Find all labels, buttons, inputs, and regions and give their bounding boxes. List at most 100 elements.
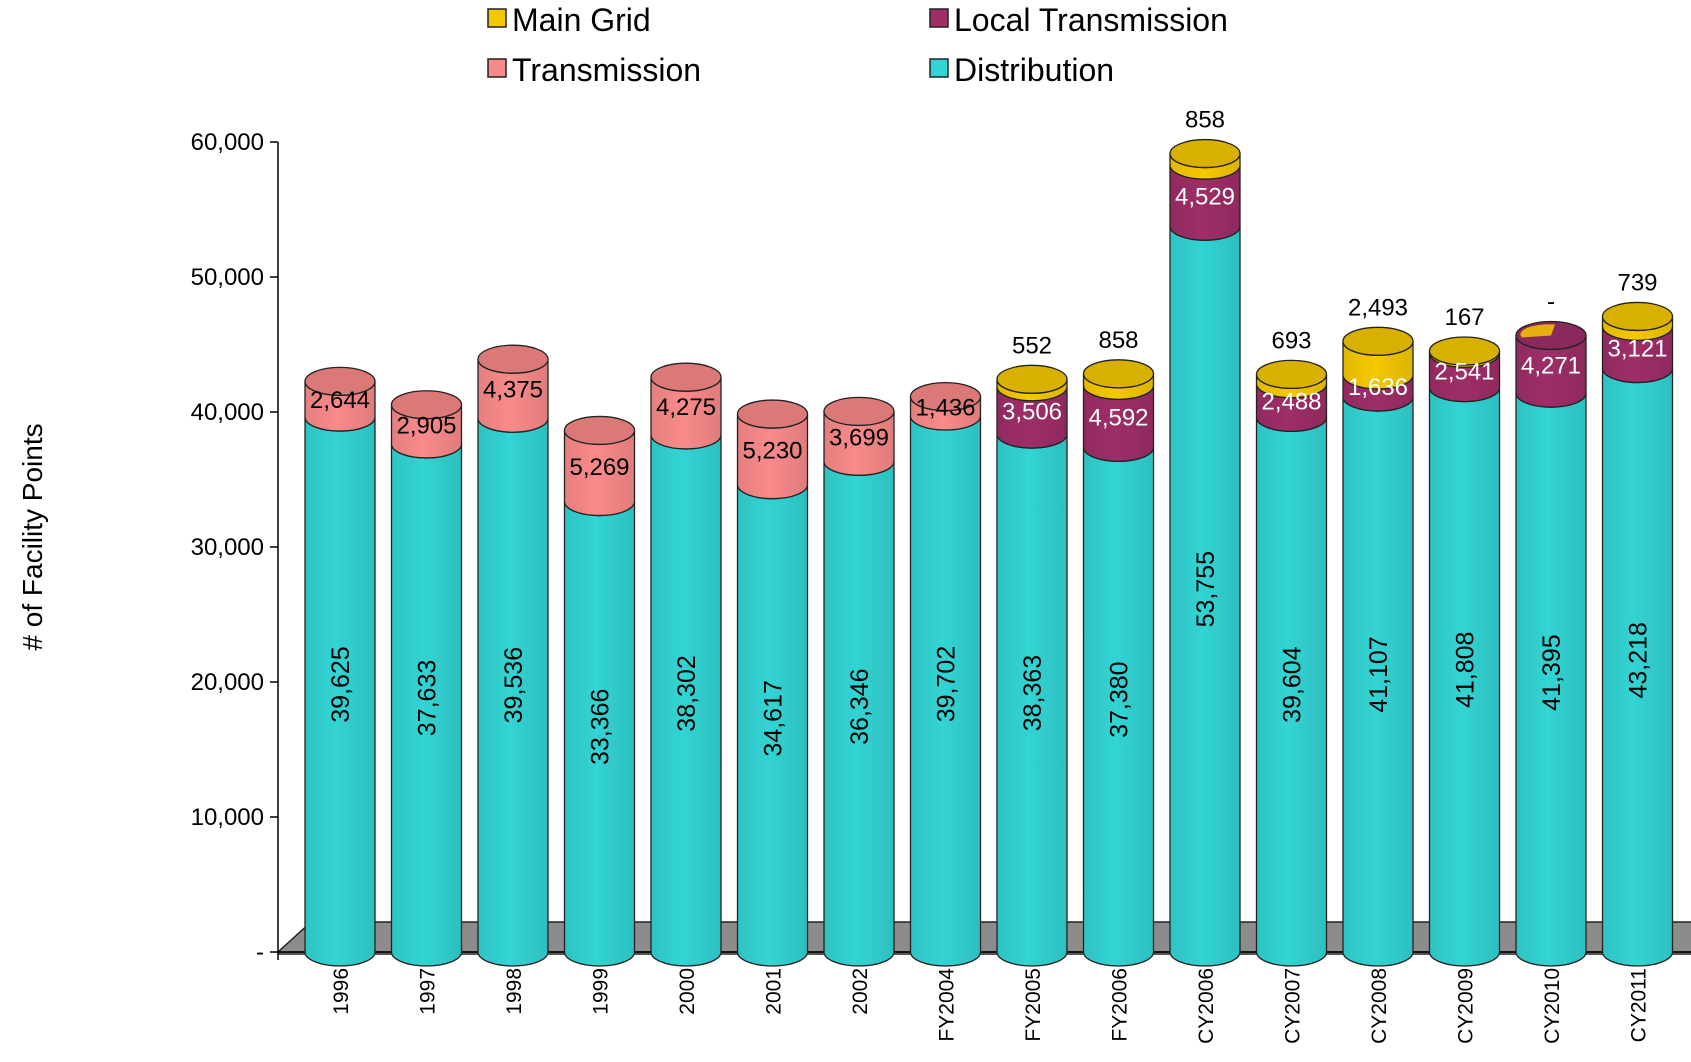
legend-label-local-transmission: Local Transmission xyxy=(954,2,1228,38)
bar-top-cap xyxy=(563,415,636,446)
y-tick-label: 50,000 xyxy=(191,264,264,291)
bar-stack: 39,625 2,644 xyxy=(304,366,376,967)
legend-label-distribution: Distribution xyxy=(954,52,1114,88)
y-axis-title: # of Facility Points xyxy=(17,423,48,650)
data-label-distribution: 37,380 xyxy=(1106,661,1134,737)
x-tick-label: 2000 xyxy=(676,968,699,1015)
x-tick-label: 1998 xyxy=(503,968,526,1015)
bar-stack: 39,702 1,436 xyxy=(909,381,982,967)
bar-stack: 38,302 4,275 xyxy=(650,362,722,967)
bar-main-grid-sliver xyxy=(1520,324,1555,338)
y-tick-label: 30,000 xyxy=(191,534,264,561)
bar-top-cap xyxy=(1428,336,1501,366)
legend-swatch-local-transmission xyxy=(929,8,949,28)
data-label-main-grid: 552 xyxy=(1012,332,1052,359)
bars: 39,625 2,644 37,633 2,905 39,536 4,375 33,366 5… xyxy=(304,107,1674,967)
x-tick-label: 2001 xyxy=(763,968,786,1015)
x-tick-label: 2002 xyxy=(849,968,872,1015)
data-label-distribution: 39,604 xyxy=(1279,646,1307,723)
data-label-distribution: 39,702 xyxy=(933,646,961,722)
bar-top-cap xyxy=(909,381,982,412)
data-label-main-grid: 167 xyxy=(1444,304,1484,331)
legend-label-transmission: Transmission xyxy=(512,52,701,88)
y-tick-label: 20,000 xyxy=(191,669,264,696)
x-tick-label: CY2010 xyxy=(1541,968,1564,1044)
data-label-distribution: 39,625 xyxy=(327,646,355,722)
legend-label-main-grid: Main Grid xyxy=(512,2,651,38)
data-label-local-transmission: 2,488 xyxy=(1261,389,1321,416)
bar-stack: 39,604 2,488 693 xyxy=(1255,327,1328,967)
bar-top-cap xyxy=(304,366,376,397)
data-label-distribution: 41,808 xyxy=(1452,632,1480,708)
bar-top-cap xyxy=(1255,359,1328,390)
data-label-local-transmission: 1,636 xyxy=(1348,374,1408,401)
data-label-local-transmission: 4,529 xyxy=(1175,184,1235,211)
y-tick-label: 60,000 xyxy=(191,129,264,156)
bar-top-cap xyxy=(477,344,549,374)
x-tick-label: CY2006 xyxy=(1195,968,1218,1044)
data-label-transmission: 2,644 xyxy=(310,387,370,414)
data-label-transmission: 5,269 xyxy=(569,454,629,481)
data-label-distribution: 33,366 xyxy=(587,689,615,765)
data-label-main-grid: 739 xyxy=(1617,269,1657,296)
bar-stack: 34,617 5,230 xyxy=(736,399,809,967)
data-label-distribution: 39,536 xyxy=(500,647,528,723)
bar-stack: 43,218 3,121 739 xyxy=(1601,269,1674,967)
data-label-main-grid: 858 xyxy=(1098,327,1138,354)
bar-stack: 41,395 4,271 - xyxy=(1515,289,1587,967)
bar-top-cap xyxy=(1342,326,1414,356)
data-label-local-transmission: 4,271 xyxy=(1521,352,1581,379)
bar-stack: 41,107 1,636 2,493 xyxy=(1342,294,1414,967)
data-label-transmission: 3,699 xyxy=(829,424,889,451)
bar-top-cap xyxy=(1082,359,1155,389)
data-label-local-transmission: 2,541 xyxy=(1434,358,1494,385)
bar-top-cap xyxy=(650,362,722,392)
x-tick-label: CY2008 xyxy=(1368,968,1391,1044)
data-label-distribution: 36,346 xyxy=(846,668,874,744)
x-tick-label: CY2009 xyxy=(1455,968,1478,1044)
x-tick-label: CY2007 xyxy=(1282,968,1305,1044)
data-label-distribution: 37,633 xyxy=(414,660,442,736)
bar-top-cap xyxy=(1169,138,1241,169)
data-label-main-grid: 858 xyxy=(1185,107,1225,134)
bar-top-cap xyxy=(996,364,1068,394)
x-tick-label: FY2005 xyxy=(1022,968,1045,1042)
data-label-main-grid: - xyxy=(1547,289,1555,316)
legend-swatch-main-grid xyxy=(487,8,507,28)
bar-stack: 37,633 2,905 xyxy=(390,390,463,967)
y-tick-label: 10,000 xyxy=(191,804,264,831)
data-label-main-grid: 2,493 xyxy=(1348,294,1408,321)
y-tick-label: 40,000 xyxy=(191,399,264,426)
data-label-distribution: 41,107 xyxy=(1365,636,1393,712)
data-label-main-grid: 693 xyxy=(1271,327,1311,354)
data-label-local-transmission: 3,506 xyxy=(1002,398,1062,425)
bar-top-cap xyxy=(1601,301,1674,332)
legend-swatch-transmission xyxy=(487,58,507,78)
data-label-distribution: 34,617 xyxy=(760,680,788,756)
bar-stack: 36,346 3,699 xyxy=(823,396,895,967)
data-label-local-transmission: 4,592 xyxy=(1088,404,1148,431)
data-label-transmission: 1,436 xyxy=(915,394,975,421)
data-label-local-transmission: 3,121 xyxy=(1607,335,1667,362)
data-label-transmission: 2,905 xyxy=(396,412,456,439)
legend: Main Grid Local Transmission Transmission D… xyxy=(487,2,1228,88)
bar-stack: 33,366 5,269 xyxy=(563,415,636,967)
data-label-transmission: 5,230 xyxy=(742,437,802,464)
data-label-transmission: 4,375 xyxy=(483,377,543,404)
bar-stack: 39,536 4,375 xyxy=(477,344,549,967)
data-label-distribution: 43,218 xyxy=(1625,622,1653,698)
x-tick-label: 1999 xyxy=(590,968,613,1015)
x-tick-label: 1996 xyxy=(330,968,353,1015)
bar-stack: 41,808 2,541 167 xyxy=(1428,304,1501,967)
x-tick-label: FY2004 xyxy=(936,968,959,1042)
bar-stack: 53,755 4,529 858 xyxy=(1169,107,1241,967)
data-label-distribution: 41,395 xyxy=(1538,634,1566,710)
data-label-distribution: 38,363 xyxy=(1019,655,1047,731)
bar-stack: 37,380 4,592 858 xyxy=(1082,327,1155,967)
data-label-transmission: 4,275 xyxy=(656,394,716,421)
bar-top-cap xyxy=(823,396,895,427)
bar-top-cap xyxy=(736,399,809,429)
x-tick-label: CY2011 xyxy=(1628,968,1651,1042)
bar-stack: 38,363 3,506 552 xyxy=(996,332,1068,967)
